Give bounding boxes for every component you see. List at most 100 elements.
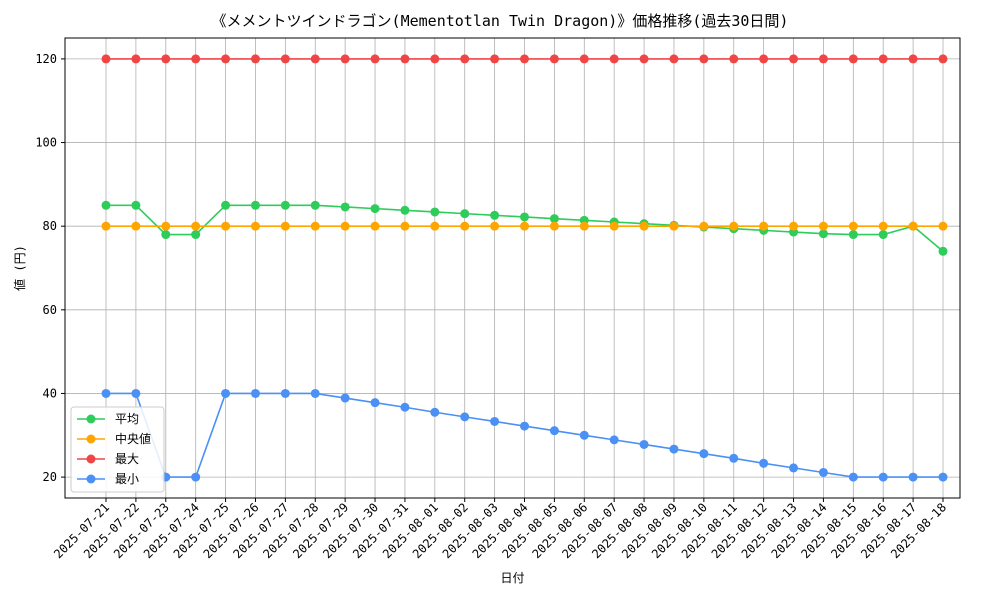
legend-item: 最大 — [77, 452, 139, 466]
data-point — [579, 430, 589, 440]
data-point — [699, 54, 709, 64]
data-point — [370, 398, 380, 408]
data-point — [609, 221, 619, 231]
data-point — [669, 221, 679, 231]
data-point — [818, 229, 828, 239]
data-point — [221, 388, 231, 398]
data-point — [818, 467, 828, 477]
data-point — [789, 54, 799, 64]
data-point — [370, 221, 380, 231]
series-3 — [101, 388, 948, 482]
data-point — [191, 221, 201, 231]
data-point — [460, 412, 470, 422]
data-point — [639, 439, 649, 449]
data-point — [191, 472, 201, 482]
data-point — [460, 54, 470, 64]
data-point — [430, 207, 440, 217]
data-point — [938, 472, 948, 482]
data-point — [370, 204, 380, 214]
data-point — [161, 54, 171, 64]
data-point — [878, 54, 888, 64]
y-tick-label: 100 — [35, 136, 57, 150]
data-point — [340, 54, 350, 64]
data-point — [908, 221, 918, 231]
data-point — [878, 472, 888, 482]
data-point — [490, 416, 500, 426]
data-point — [280, 54, 290, 64]
data-point — [908, 472, 918, 482]
legend-marker — [86, 474, 96, 484]
data-point — [400, 54, 410, 64]
data-point — [938, 246, 948, 256]
data-point — [520, 212, 529, 222]
legend-label: 最大 — [115, 452, 139, 466]
data-point — [609, 54, 619, 64]
data-point — [669, 54, 679, 64]
data-point — [161, 221, 171, 231]
data-point — [250, 200, 260, 210]
data-point — [579, 54, 589, 64]
legend-label: 中央値 — [115, 431, 151, 446]
data-point — [310, 388, 320, 398]
legend-marker — [86, 434, 96, 444]
data-point — [131, 221, 141, 231]
series-lines — [101, 54, 948, 482]
data-point — [520, 221, 529, 231]
y-tick-label: 120 — [35, 52, 57, 66]
data-point — [101, 388, 111, 398]
data-point — [938, 221, 948, 231]
data-point — [221, 221, 231, 231]
data-point — [400, 205, 410, 215]
data-point — [639, 221, 649, 231]
data-point — [818, 221, 828, 231]
data-point — [460, 209, 470, 219]
data-point — [789, 463, 799, 473]
data-point — [101, 221, 111, 231]
data-point — [549, 214, 559, 224]
series-1 — [101, 221, 948, 231]
y-tick-label: 20 — [43, 470, 57, 484]
data-point — [759, 221, 769, 231]
data-point — [101, 54, 111, 64]
data-point — [878, 230, 888, 240]
data-point — [370, 54, 380, 64]
data-point — [280, 200, 290, 210]
data-point — [340, 393, 350, 403]
data-point — [818, 54, 828, 64]
data-point — [101, 200, 111, 210]
data-point — [729, 453, 739, 463]
data-point — [729, 221, 739, 231]
data-point — [221, 54, 231, 64]
data-point — [490, 210, 500, 220]
x-axis-label: 日付 — [500, 571, 524, 585]
data-point — [310, 221, 320, 231]
legend-item: 中央値 — [77, 431, 151, 446]
data-point — [848, 472, 858, 482]
chart-title: 《メメントツインドラゴン(Mementotlan Twin Dragon)》価格… — [211, 12, 789, 30]
data-point — [549, 426, 559, 436]
data-point — [131, 200, 141, 210]
data-point — [490, 221, 500, 231]
data-point — [250, 221, 260, 231]
legend-box — [70, 406, 165, 493]
data-point — [520, 421, 529, 431]
y-axis-label: 値 (円) — [12, 245, 27, 291]
data-point — [131, 388, 141, 398]
data-point — [430, 221, 440, 231]
data-point — [878, 221, 888, 231]
data-point — [848, 230, 858, 240]
data-point — [430, 54, 440, 64]
y-tick-label: 60 — [43, 303, 57, 317]
plot-frame — [64, 37, 961, 499]
data-point — [759, 458, 769, 468]
legend-marker — [86, 454, 96, 464]
data-point — [848, 54, 858, 64]
data-point — [549, 54, 559, 64]
data-point — [938, 54, 948, 64]
data-point — [759, 54, 769, 64]
grid — [65, 38, 960, 498]
data-point — [699, 221, 709, 231]
data-point — [490, 54, 500, 64]
y-tick-label: 80 — [43, 219, 57, 233]
series-2 — [101, 54, 948, 64]
